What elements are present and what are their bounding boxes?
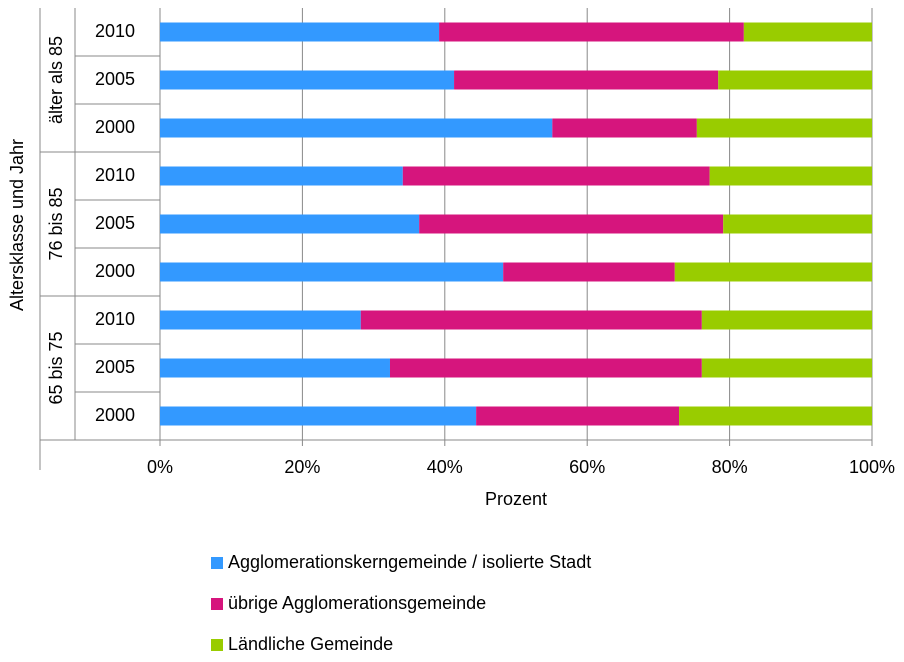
category-label: 2005 [95,69,135,89]
x-tick-label: 20% [284,457,320,477]
group-label: älter als 85 [46,36,66,124]
bar-segment [476,406,680,426]
bar-segment [160,214,420,234]
category-label: 2010 [95,165,135,185]
category-label: 2000 [95,117,135,137]
bar-segment [389,358,702,378]
x-tick-label: 40% [427,457,463,477]
bar-segment [709,166,872,186]
bar-segment [454,70,719,90]
x-axis-label: Prozent [485,489,547,509]
bar-segment [679,406,872,426]
bar-segment [503,262,675,282]
bar-segment [160,310,361,330]
bar-segment [723,214,872,234]
bar-segment [439,22,744,42]
bar-segment [718,70,872,90]
category-label: 2010 [95,21,135,41]
bar-segment [419,214,724,234]
legend-swatch [211,639,223,651]
category-label: 2005 [95,213,135,233]
bar-segment [160,118,553,138]
bar-segment [160,358,390,378]
category-label: 2000 [95,261,135,281]
group-label: 76 bis 85 [46,187,66,260]
bar-segment [696,118,872,138]
bar-segment [701,358,872,378]
bar-segment [674,262,872,282]
legend-label: Ländliche Gemeinde [228,634,393,654]
bar-segment [360,310,702,330]
bar-segment [701,310,872,330]
bar-segment [402,166,710,186]
category-label: 2005 [95,357,135,377]
bar-segment [160,70,455,90]
legend-swatch [211,557,223,569]
bar-segment [160,262,504,282]
category-label: 2000 [95,405,135,425]
y-axis-label: Altersklasse und Jahr [7,139,27,311]
category-label: 2010 [95,309,135,329]
x-tick-label: 100% [849,457,895,477]
legend-label: übrige Agglomerationsgemeinde [228,593,486,613]
bar-segment [160,406,477,426]
x-tick-label: 80% [712,457,748,477]
bar-segment [160,22,440,42]
group-label: 65 bis 75 [46,331,66,404]
x-tick-label: 0% [147,457,173,477]
bar-segment [552,118,697,138]
bar-segment [743,22,872,42]
bar-segment [160,166,403,186]
legend-label: Agglomerationskerngemeinde / isolierte S… [228,552,591,572]
x-tick-label: 60% [569,457,605,477]
legend-swatch [211,598,223,610]
